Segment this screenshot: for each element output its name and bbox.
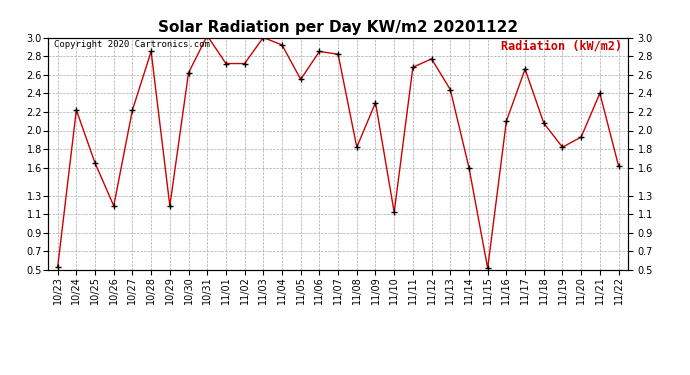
Title: Solar Radiation per Day KW/m2 20201122: Solar Radiation per Day KW/m2 20201122 [158, 20, 518, 35]
Text: Radiation (kW/m2): Radiation (kW/m2) [501, 40, 622, 53]
Text: Copyright 2020 Cartronics.com: Copyright 2020 Cartronics.com [54, 40, 210, 49]
